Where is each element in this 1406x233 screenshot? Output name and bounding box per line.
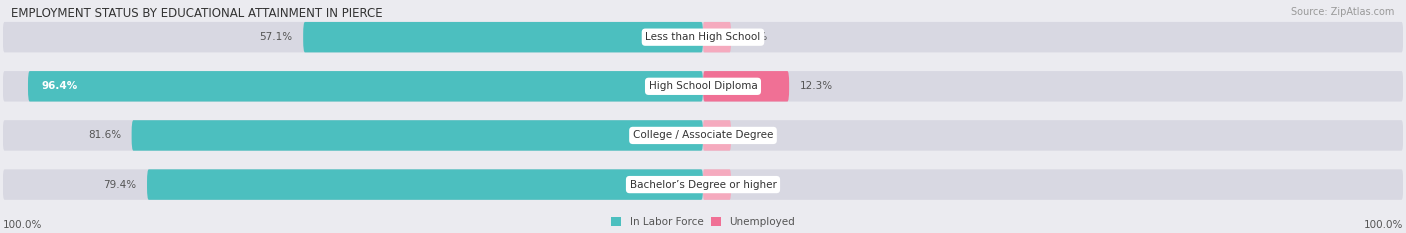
Text: 0.0%: 0.0% [741,32,768,42]
Text: 81.6%: 81.6% [89,130,121,140]
FancyBboxPatch shape [3,120,1403,151]
Text: 12.3%: 12.3% [800,81,832,91]
Text: EMPLOYMENT STATUS BY EDUCATIONAL ATTAINMENT IN PIERCE: EMPLOYMENT STATUS BY EDUCATIONAL ATTAINM… [11,7,382,20]
Text: 96.4%: 96.4% [42,81,79,91]
Text: 100.0%: 100.0% [3,220,42,230]
Text: 0.0%: 0.0% [741,180,768,190]
FancyBboxPatch shape [3,22,1403,52]
Text: 100.0%: 100.0% [1364,220,1403,230]
FancyBboxPatch shape [304,22,703,52]
Text: 57.1%: 57.1% [260,32,292,42]
Text: Source: ZipAtlas.com: Source: ZipAtlas.com [1291,7,1395,17]
FancyBboxPatch shape [703,120,731,151]
Text: High School Diploma: High School Diploma [648,81,758,91]
FancyBboxPatch shape [132,120,703,151]
Text: College / Associate Degree: College / Associate Degree [633,130,773,140]
FancyBboxPatch shape [703,169,731,200]
FancyBboxPatch shape [3,169,1403,200]
FancyBboxPatch shape [148,169,703,200]
FancyBboxPatch shape [3,71,1403,102]
FancyBboxPatch shape [703,71,789,102]
Text: 0.0%: 0.0% [741,130,768,140]
Text: Less than High School: Less than High School [645,32,761,42]
FancyBboxPatch shape [28,71,703,102]
Legend: In Labor Force, Unemployed: In Labor Force, Unemployed [610,217,796,227]
FancyBboxPatch shape [703,22,731,52]
Text: 79.4%: 79.4% [104,180,136,190]
Text: Bachelor’s Degree or higher: Bachelor’s Degree or higher [630,180,776,190]
